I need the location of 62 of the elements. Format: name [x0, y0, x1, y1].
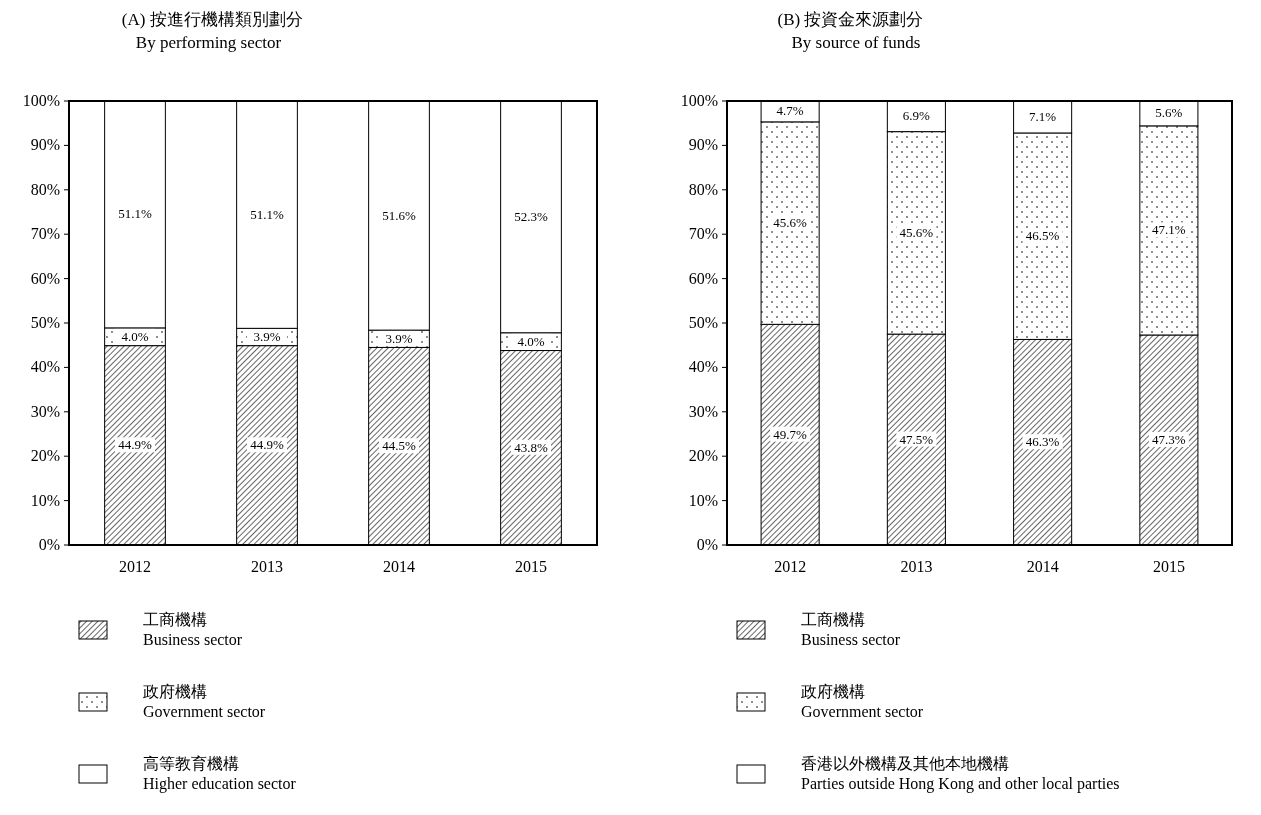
legend-label: 香港以外機構及其他本地機構 Parties outside Hong Kong and other local parties	[801, 755, 1120, 793]
data-label: 44.5%	[382, 438, 416, 454]
x-tick-label: 2014	[1026, 558, 1059, 575]
y-tick-label: 50%	[30, 314, 60, 331]
data-label: 51.1%	[118, 206, 152, 222]
x-tick-label: 2012	[119, 558, 151, 575]
data-label: 6.9%	[902, 108, 931, 124]
x-tick-label: 2013	[900, 558, 933, 575]
y-tick-label: 10%	[688, 491, 718, 509]
data-label: 5.6%	[1155, 105, 1183, 121]
data-label: 45.6%	[899, 224, 934, 240]
y-tick-label: 70%	[688, 225, 718, 243]
data-label: 4.7%	[776, 103, 804, 119]
data-label: 4.0%	[121, 328, 149, 344]
data-label: 49.7%	[773, 426, 808, 442]
data-label: 47.5%	[899, 431, 934, 447]
data-label: 44.9%	[250, 437, 284, 453]
y-tick-label: 60%	[30, 269, 60, 287]
data-label: 7.1%	[1029, 109, 1057, 125]
chart-title: (B) 按資金來源劃分 By source of funds	[777, 10, 924, 52]
data-label: 45.6%	[773, 215, 808, 231]
y-tick-label: 0%	[696, 536, 718, 553]
y-tick-label: 40%	[30, 358, 60, 376]
data-label: 46.5%	[1025, 228, 1060, 244]
x-tick-label: 2014	[383, 558, 415, 575]
y-tick-label: 30%	[30, 402, 60, 420]
data-label: 3.9%	[385, 330, 413, 346]
x-tick-label: 2015	[515, 558, 547, 575]
legend-label: 工商機構 Business sector	[143, 611, 243, 648]
data-label: 47.1%	[1152, 222, 1186, 238]
data-label: 46.3%	[1025, 434, 1060, 450]
y-tick-label: 80%	[30, 180, 60, 198]
data-label: 51.6%	[382, 207, 416, 223]
y-tick-label: 60%	[688, 269, 718, 287]
legend-label: 高等教育機構 Higher education sector	[143, 755, 297, 793]
x-tick-label: 2013	[251, 558, 283, 575]
data-label: 4.0%	[517, 333, 545, 349]
chart-title: (A) 按進行機構類別劃分 By performing sector	[121, 10, 303, 52]
x-tick-label: 2015	[1152, 558, 1185, 575]
y-tick-label: 20%	[30, 447, 60, 465]
y-tick-label: 70%	[30, 225, 60, 243]
legend-label: 政府機構 Government sector	[143, 683, 266, 720]
y-tick-label: 90%	[30, 136, 60, 154]
y-tick-label: 10%	[30, 491, 60, 509]
legend-label: 工商機構 Business sector	[801, 611, 901, 648]
y-tick-label: 80%	[688, 180, 718, 198]
data-label: 51.1%	[250, 206, 284, 222]
y-tick-label: 30%	[688, 402, 718, 420]
data-label: 44.9%	[118, 437, 152, 453]
y-tick-label: 0%	[38, 536, 60, 553]
y-tick-label: 50%	[688, 314, 718, 331]
y-tick-label: 90%	[688, 136, 718, 154]
y-tick-label: 100%	[680, 92, 718, 109]
y-tick-label: 100%	[22, 92, 60, 109]
data-label: 52.3%	[514, 208, 548, 224]
data-label: 43.8%	[514, 439, 548, 455]
data-label: 3.9%	[253, 328, 281, 344]
y-tick-label: 40%	[688, 358, 718, 376]
x-tick-label: 2012	[774, 558, 807, 575]
legend-label: 政府機構 Government sector	[801, 683, 924, 720]
y-tick-label: 20%	[688, 447, 718, 465]
data-label: 47.3%	[1152, 431, 1186, 447]
